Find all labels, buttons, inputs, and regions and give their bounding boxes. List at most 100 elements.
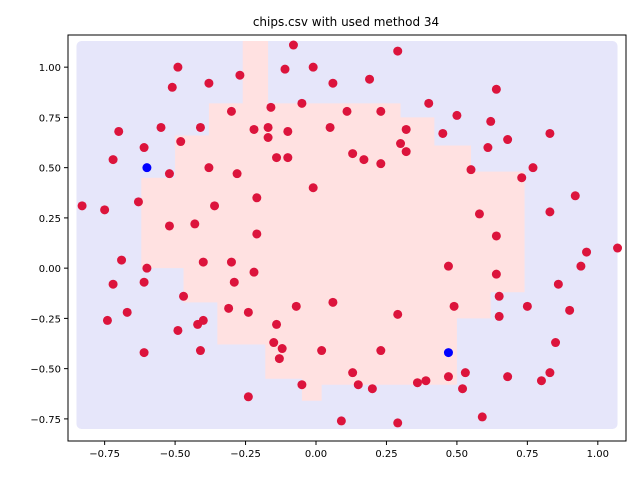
data-point-s0-75 [396, 139, 406, 149]
data-point-s0-62 [328, 297, 338, 307]
data-point-s0-51 [283, 126, 293, 136]
data-point-s0-110 [553, 279, 563, 289]
plot-area [76, 40, 623, 429]
data-point-s0-0 [77, 201, 87, 211]
data-point-s0-79 [401, 147, 411, 157]
data-point-s0-47 [269, 338, 279, 348]
x-tick-label: 0.75 [516, 449, 538, 460]
data-point-s0-107 [545, 207, 555, 217]
data-point-s0-93 [483, 143, 493, 153]
data-point-s0-101 [503, 372, 513, 382]
data-point-s0-4 [117, 255, 127, 265]
y-tick-label: 0.00 [39, 264, 61, 275]
data-point-s0-1 [100, 205, 110, 215]
data-point-s0-30 [226, 106, 236, 116]
data-point-s0-36 [249, 124, 259, 134]
data-point-s0-33 [229, 277, 239, 287]
y-tick-label: −0.25 [30, 314, 61, 325]
data-point-s0-29 [195, 346, 205, 356]
y-tick-label: −0.75 [30, 415, 61, 426]
data-point-s0-76 [393, 309, 403, 319]
data-point-s0-16 [167, 82, 177, 92]
data-point-s0-85 [443, 372, 453, 382]
x-tick-label: 1.00 [587, 449, 609, 460]
x-tick-label: 0.25 [375, 449, 397, 460]
x-tick-label: 0.50 [446, 449, 468, 460]
data-point-s0-64 [342, 106, 352, 116]
data-point-s0-40 [243, 307, 253, 317]
data-point-s0-108 [545, 368, 555, 378]
data-point-s0-90 [466, 165, 476, 175]
data-point-s0-115 [613, 243, 623, 253]
data-point-s0-3 [114, 126, 124, 136]
data-point-s0-105 [536, 376, 546, 386]
data-point-s1-1 [443, 348, 453, 358]
data-point-s0-92 [477, 412, 487, 422]
y-tick-label: 0.25 [39, 214, 61, 225]
data-point-s0-112 [570, 191, 580, 201]
data-point-s0-31 [232, 169, 242, 179]
data-point-s0-41 [243, 392, 253, 402]
data-point-s0-95 [491, 84, 501, 94]
data-point-s0-114 [582, 247, 592, 257]
data-point-s0-98 [494, 291, 504, 301]
data-point-s0-88 [458, 384, 468, 394]
data-point-s0-38 [252, 229, 262, 239]
data-point-s0-83 [438, 128, 448, 138]
data-point-s0-80 [412, 378, 422, 388]
chart-title: chips.csv with used method 34 [253, 15, 439, 29]
data-point-s0-89 [460, 368, 470, 378]
data-point-s0-54 [291, 301, 301, 311]
data-point-s0-69 [365, 74, 375, 84]
data-point-s0-103 [522, 301, 532, 311]
data-point-s0-44 [266, 102, 276, 112]
data-point-s0-32 [226, 257, 236, 267]
data-point-s0-53 [288, 40, 298, 50]
data-point-s0-49 [277, 344, 287, 354]
data-point-s0-52 [283, 153, 293, 163]
data-point-s0-84 [443, 261, 453, 271]
data-point-s0-59 [317, 346, 327, 356]
data-point-s0-42 [263, 122, 273, 132]
data-point-s0-72 [376, 159, 386, 169]
x-tick-label: −0.75 [89, 449, 120, 460]
data-point-s0-55 [297, 98, 307, 108]
data-point-s0-60 [325, 122, 335, 132]
data-point-s0-99 [494, 311, 504, 321]
data-point-s0-28 [198, 315, 208, 325]
data-point-s0-46 [272, 319, 282, 329]
data-point-s0-35 [235, 70, 245, 80]
data-point-s0-20 [173, 325, 183, 335]
data-point-s0-81 [424, 98, 434, 108]
data-point-s0-111 [565, 305, 575, 315]
data-point-s0-21 [190, 219, 200, 229]
data-point-s0-100 [503, 135, 513, 145]
data-point-s0-15 [164, 169, 174, 179]
data-point-s0-106 [545, 128, 555, 138]
data-point-s0-96 [491, 231, 501, 241]
data-point-s0-22 [195, 122, 205, 132]
data-point-s0-43 [263, 133, 273, 143]
data-point-s0-57 [308, 62, 318, 72]
data-point-s0-5 [108, 279, 118, 289]
data-point-s0-6 [102, 315, 112, 325]
data-point-s0-39 [249, 267, 259, 277]
y-tick-label: 0.75 [39, 113, 61, 124]
data-point-s0-70 [367, 384, 377, 394]
x-tick-label: −0.25 [230, 449, 261, 460]
data-point-s0-66 [348, 368, 358, 378]
data-point-s0-48 [274, 354, 284, 364]
data-point-s0-37 [252, 193, 262, 203]
data-point-s0-73 [376, 346, 386, 356]
data-point-s0-102 [517, 173, 527, 183]
data-point-s0-113 [576, 261, 586, 271]
data-point-s0-7 [122, 307, 132, 317]
data-point-s1-0 [142, 163, 152, 173]
data-point-s0-91 [474, 209, 484, 219]
data-point-s0-8 [133, 197, 143, 207]
data-point-s0-82 [421, 376, 431, 386]
data-point-s0-71 [376, 106, 386, 116]
inner-region [141, 41, 525, 401]
x-tick-label: 0.00 [305, 449, 327, 460]
data-point-s0-18 [176, 137, 186, 147]
